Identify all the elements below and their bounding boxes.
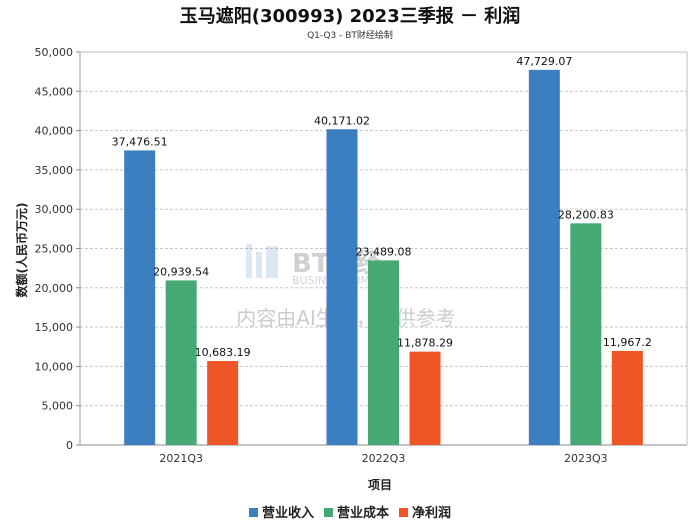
bar: [368, 260, 399, 445]
y-tick-label: 40,000: [35, 125, 74, 138]
x-axis-title: 项目: [368, 478, 392, 492]
chart-subtitle: Q1-Q3 - BT财经绘制: [307, 31, 393, 41]
bar-value-label: 37,476.51: [112, 135, 168, 148]
legend-label: 净利润: [412, 506, 452, 521]
legend-item: 营业成本: [323, 502, 389, 521]
y-axis-title: 数额(人民币万元): [14, 203, 29, 298]
legend-swatch: [323, 508, 333, 517]
y-tick-label: 30,000: [35, 203, 74, 216]
bar: [528, 69, 560, 445]
bar-chart: BT财经 BUSINESS TIMES 内容由AI生成，仅供参考 05,0001…: [14, 46, 688, 492]
bar: [207, 361, 239, 445]
bar: [409, 351, 441, 445]
bar-value-label: 11,967.2: [603, 336, 652, 349]
bar-value-label: 10,683.19: [195, 346, 251, 359]
bar-value-label: 20,939.54: [153, 265, 209, 278]
bar-value-label: 28,200.83: [558, 208, 614, 221]
bar: [124, 150, 156, 445]
bar-value-labels: 37,476.51 20,939.54 10,683.19 40,171.02 23,4…: [112, 55, 652, 359]
legend-label: 营业成本: [336, 506, 389, 521]
bars: [124, 69, 643, 445]
chart-title: 玉马遮阳(300993) 2023三季报 － 利润: [179, 6, 521, 27]
bar: [570, 223, 602, 445]
x-tick-label: 2021Q3: [159, 452, 203, 465]
bar-value-label: 23,489.08: [356, 245, 412, 258]
watermark-logo: [246, 244, 278, 278]
bar: [611, 350, 643, 445]
y-tick-label: 0: [66, 439, 73, 452]
bar-value-label: 47,729.07: [516, 55, 572, 68]
bar-value-label: 40,171.02: [314, 114, 370, 127]
y-tick-label: 10,000: [35, 360, 74, 373]
y-tick-label: 20,000: [35, 282, 74, 295]
y-tick-label: 5,000: [42, 400, 74, 413]
y-tick-label: 25,000: [35, 243, 74, 256]
y-tick-label: 45,000: [35, 85, 74, 98]
legend-swatch: [248, 508, 258, 517]
y-tick-label: 50,000: [35, 46, 74, 59]
bar: [165, 280, 197, 445]
legend-item: 营业收入: [248, 502, 314, 521]
x-tick-label: 2023Q3: [564, 452, 608, 465]
x-tick-label: 2022Q3: [362, 452, 406, 465]
legend: 营业收入 营业成本 净利润: [0, 502, 700, 521]
legend-item: 净利润: [399, 502, 451, 521]
legend-label: 营业收入: [261, 506, 314, 521]
legend-swatch: [399, 508, 408, 517]
bar: [326, 129, 358, 445]
y-tick-label: 15,000: [35, 321, 74, 334]
bar-value-label: 11,878.29: [397, 337, 453, 350]
y-tick-label: 35,000: [35, 164, 74, 177]
